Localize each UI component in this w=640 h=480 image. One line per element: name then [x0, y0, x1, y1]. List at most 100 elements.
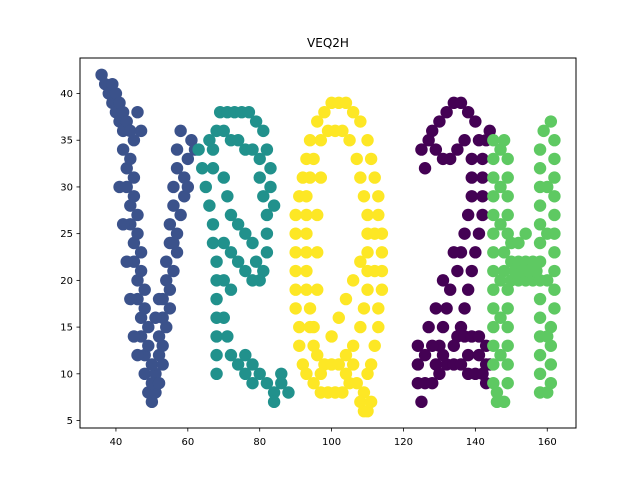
data-point — [544, 376, 558, 390]
data-point — [127, 134, 141, 147]
data-point — [537, 124, 550, 138]
data-point — [311, 283, 324, 296]
data-point — [436, 348, 450, 362]
data-point — [548, 208, 561, 222]
data-point — [454, 96, 468, 110]
data-point — [368, 264, 381, 278]
data-point — [170, 246, 184, 259]
data-point — [465, 264, 478, 278]
data-point — [372, 208, 385, 222]
data-point — [487, 134, 500, 147]
y-tick-label: 40 — [60, 89, 73, 100]
data-point — [314, 134, 328, 147]
data-point — [501, 320, 514, 334]
data-point — [134, 246, 148, 259]
data-point — [264, 180, 277, 194]
data-point — [289, 264, 302, 278]
x-tick-label: 100 — [322, 437, 341, 448]
data-point — [487, 208, 500, 222]
data-point — [501, 152, 514, 166]
data-point — [361, 283, 374, 296]
data-point — [170, 227, 184, 240]
data-point — [224, 208, 238, 222]
data-point — [501, 376, 514, 390]
data-point — [519, 227, 532, 240]
data-point — [354, 115, 367, 128]
x-tick-label: 40 — [110, 437, 123, 448]
data-point — [447, 339, 460, 352]
data-point — [533, 143, 547, 156]
data-point — [95, 68, 108, 82]
data-point — [138, 302, 151, 315]
data-point — [289, 208, 302, 222]
data-point — [145, 358, 159, 371]
data-point — [311, 348, 324, 362]
data-point — [170, 143, 184, 156]
data-point — [203, 199, 216, 212]
data-point — [206, 143, 220, 156]
data-point — [127, 171, 141, 184]
data-point — [533, 292, 547, 306]
data-point — [142, 320, 155, 334]
data-point — [375, 283, 389, 296]
data-point — [458, 134, 471, 147]
data-point — [257, 190, 270, 203]
data-point — [422, 134, 435, 147]
data-point — [300, 283, 313, 296]
data-point — [113, 180, 126, 194]
data-point — [260, 376, 274, 390]
data-point — [217, 236, 230, 250]
y-tick-label: 30 — [60, 182, 73, 193]
data-point — [246, 236, 259, 250]
data-point — [541, 180, 554, 194]
data-point — [364, 358, 378, 371]
data-point — [138, 367, 151, 381]
data-point — [246, 358, 259, 371]
x-tick-label: 80 — [253, 437, 266, 448]
data-point — [548, 134, 561, 147]
data-point — [160, 255, 173, 268]
data-point — [231, 255, 245, 268]
data-point — [541, 227, 554, 240]
data-point — [533, 162, 547, 175]
data-point — [487, 152, 500, 166]
data-point — [156, 339, 169, 352]
data-point — [415, 143, 428, 156]
data-point — [444, 152, 457, 166]
data-point — [350, 152, 363, 166]
data-point — [167, 236, 180, 250]
data-point — [497, 264, 511, 278]
data-point — [325, 330, 338, 343]
data-point — [120, 255, 133, 268]
data-point — [314, 171, 328, 184]
data-point — [533, 255, 547, 268]
data-point — [152, 348, 166, 362]
data-point — [339, 367, 353, 381]
data-point — [206, 218, 220, 231]
data-point — [469, 246, 482, 259]
data-point — [533, 367, 547, 381]
data-point — [357, 190, 371, 203]
data-point — [210, 330, 223, 343]
data-point — [145, 395, 159, 409]
data-point — [131, 227, 144, 240]
data-point — [217, 171, 230, 184]
data-point — [224, 283, 238, 296]
data-point — [364, 395, 378, 409]
data-point — [289, 283, 302, 296]
data-point — [339, 292, 353, 306]
data-point — [476, 190, 489, 203]
data-point — [426, 124, 439, 138]
data-point — [375, 246, 389, 259]
data-point — [411, 358, 425, 371]
data-point — [163, 302, 177, 315]
data-point — [163, 283, 177, 296]
data-point — [206, 162, 220, 175]
data-point — [476, 171, 489, 184]
plot-frame — [79, 57, 577, 429]
data-point — [149, 311, 162, 324]
data-point — [253, 171, 266, 184]
data-point — [472, 348, 486, 362]
data-point — [487, 339, 500, 352]
